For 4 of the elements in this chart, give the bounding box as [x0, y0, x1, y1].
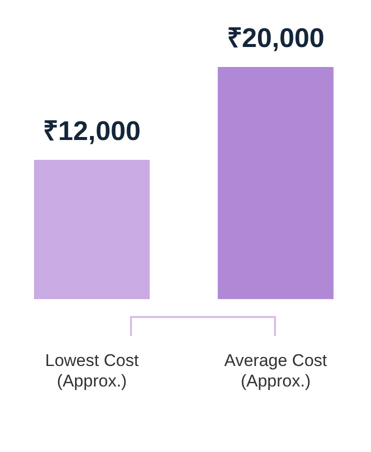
x-tick-label: Lowest Cost (Approx.)	[45, 351, 139, 390]
x-tick-label: Average Cost (Approx.)	[224, 351, 328, 390]
data-label: ₹20,000	[226, 22, 324, 53]
data-label: ₹12,000	[43, 116, 141, 146]
